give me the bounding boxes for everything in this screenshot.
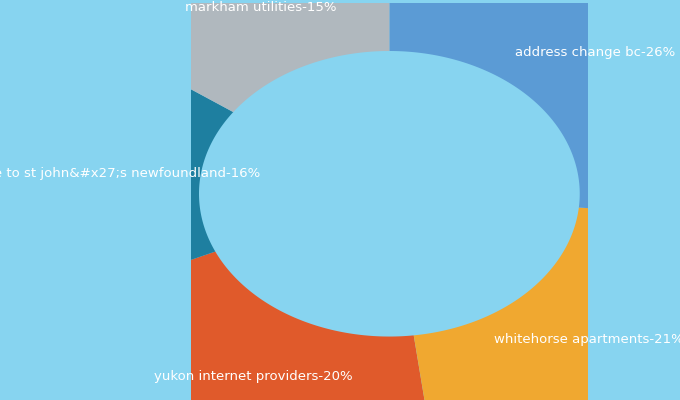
Polygon shape [413, 208, 680, 400]
Text: address change bc-26%: address change bc-26% [515, 46, 675, 59]
Polygon shape [390, 0, 680, 220]
Polygon shape [56, 252, 436, 400]
Polygon shape [56, 306, 436, 400]
Polygon shape [24, 195, 56, 378]
Polygon shape [90, 0, 390, 112]
Text: yukon internet providers-20%: yukon internet providers-20% [154, 370, 352, 384]
Polygon shape [436, 220, 680, 400]
Text: move to st john&#x27;s newfoundland-16%: move to st john&#x27;s newfoundland-16% [0, 167, 260, 180]
Polygon shape [24, 35, 233, 306]
Text: whitehorse apartments-21%: whitehorse apartments-21% [494, 334, 680, 346]
Text: markham utilities-15%: markham utilities-15% [185, 1, 337, 14]
